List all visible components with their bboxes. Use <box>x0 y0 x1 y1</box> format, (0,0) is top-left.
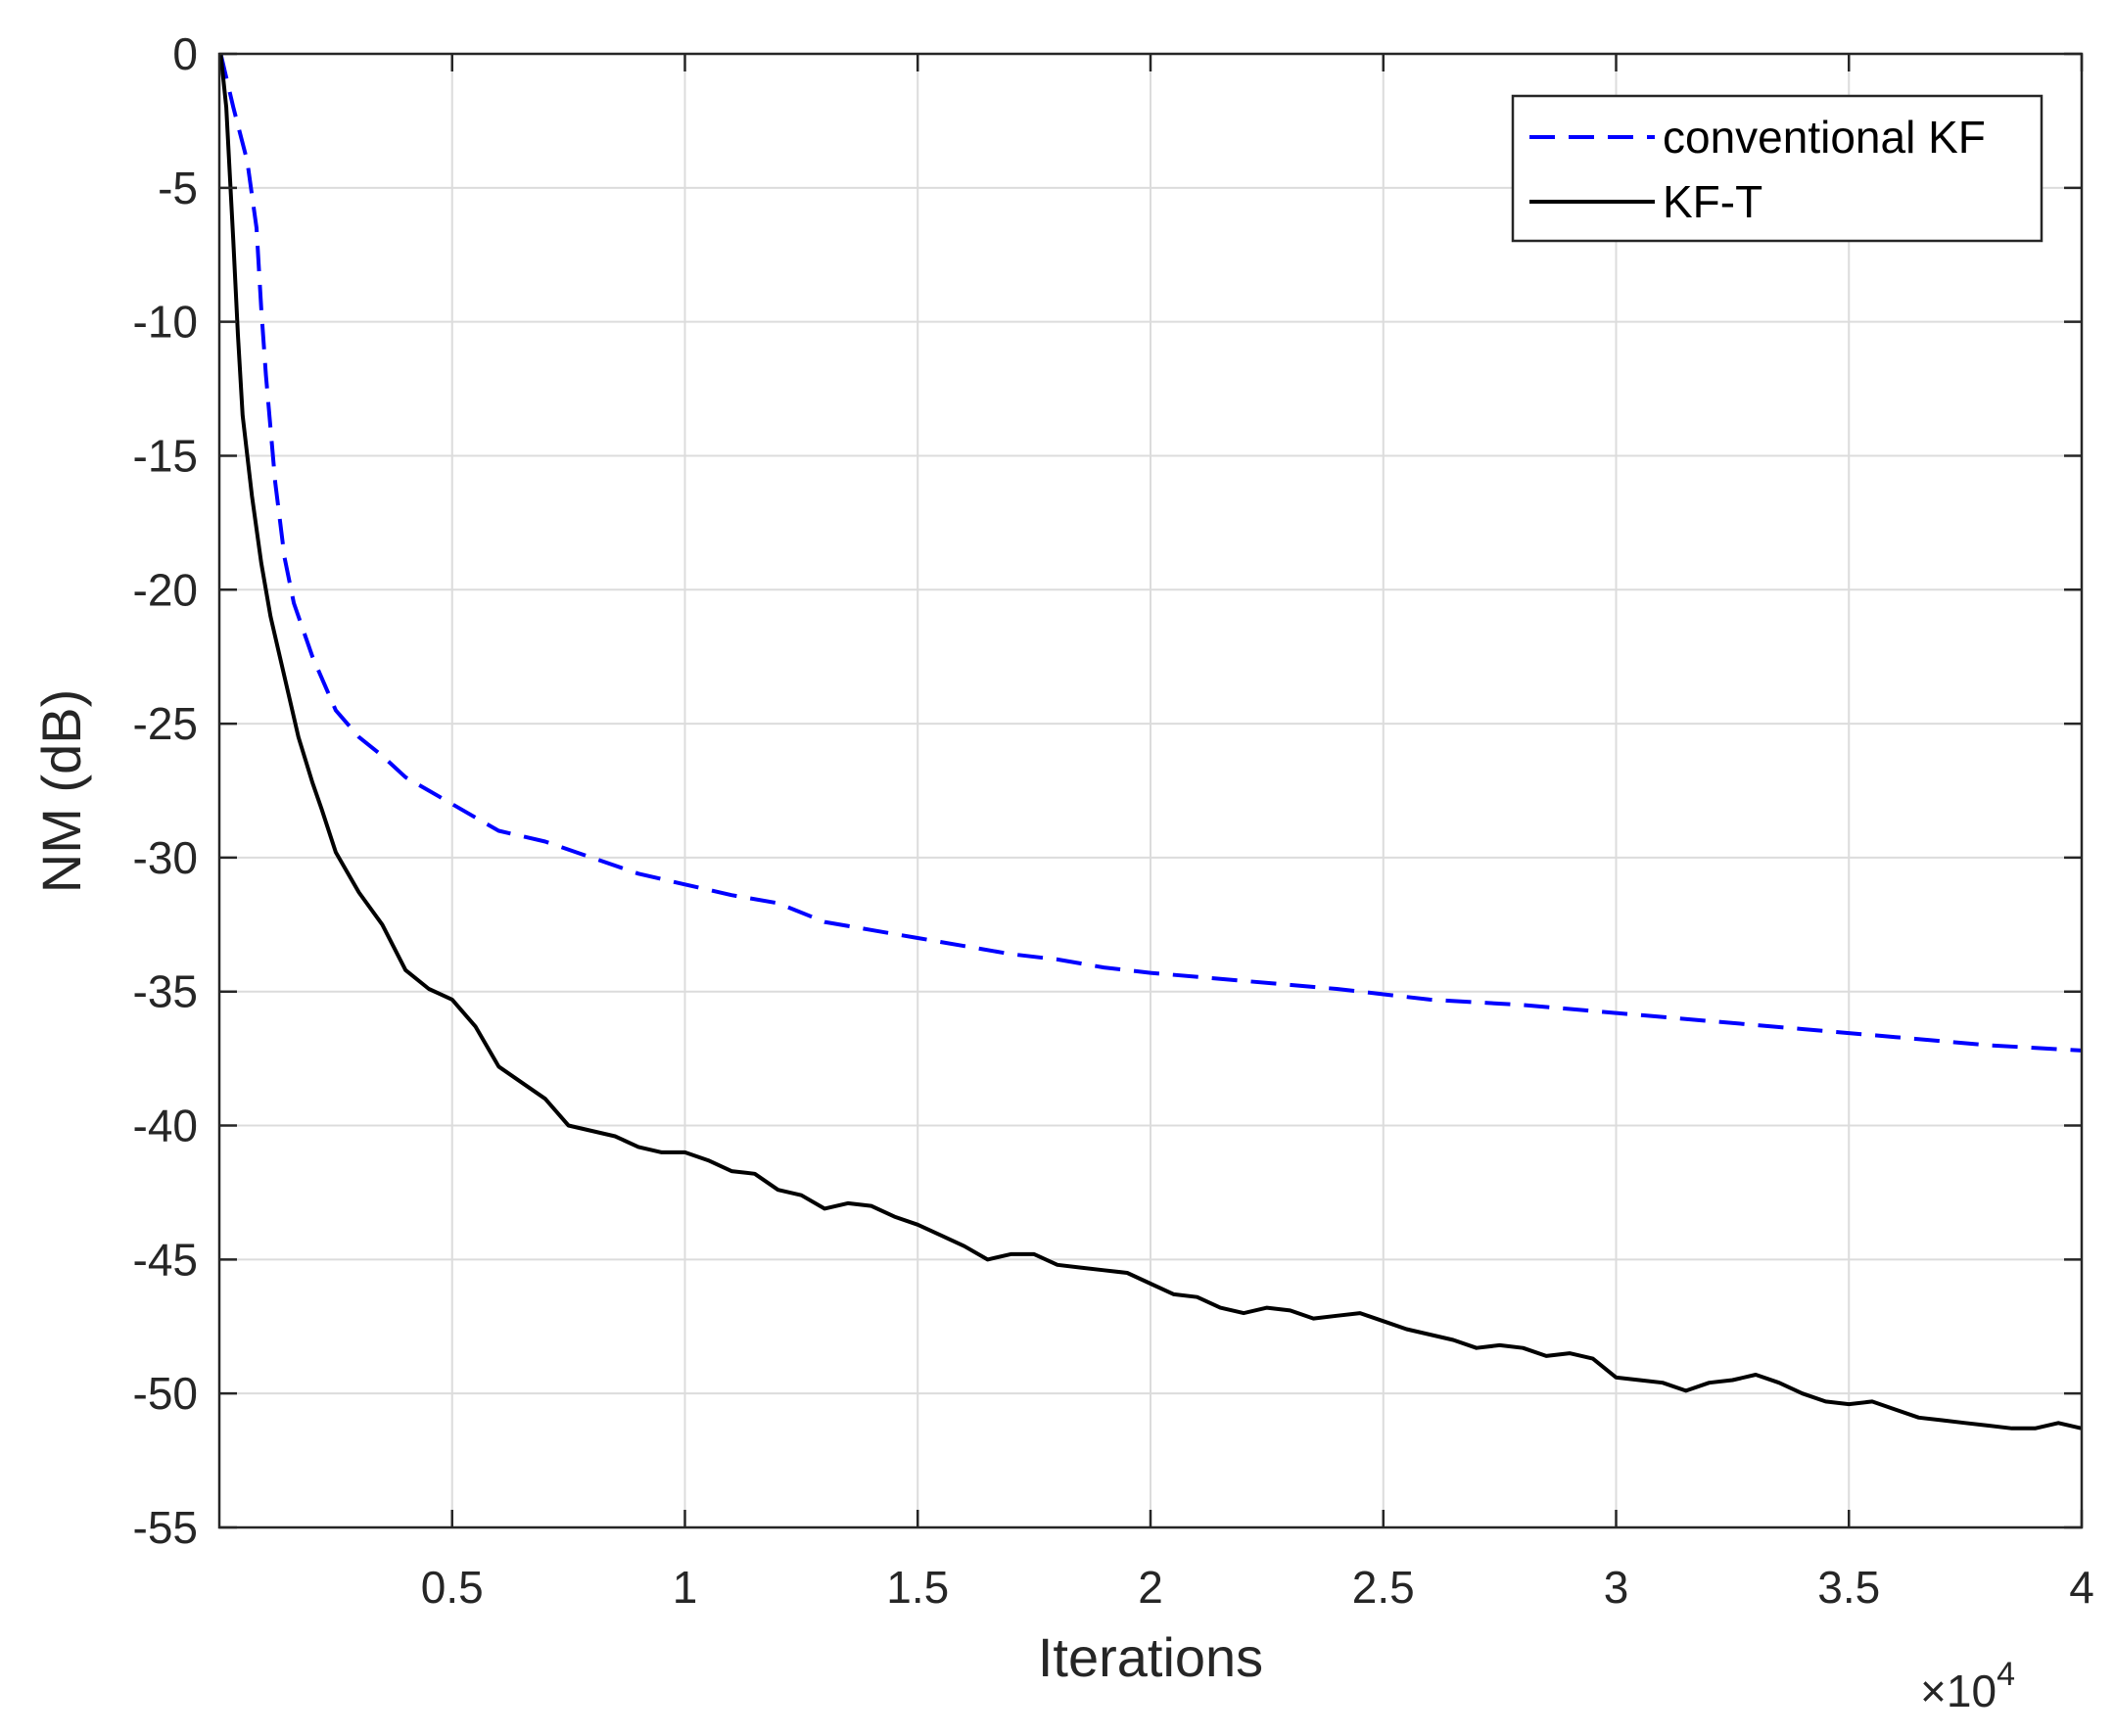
legend-label-kf-t: KF-T <box>1663 176 1762 227</box>
x-axis-multiplier: ×104 <box>1920 1656 2015 1716</box>
y-tick-label: -45 <box>133 1234 198 1285</box>
y-tick-label: -5 <box>158 163 198 213</box>
x-tick-label: 2.5 <box>1352 1562 1415 1613</box>
x-tick-label: 1 <box>673 1562 698 1613</box>
y-tick-label: -40 <box>133 1101 198 1151</box>
y-tick-label: -10 <box>133 297 198 348</box>
x-axis-label: Iterations <box>1038 1626 1263 1688</box>
x-tick-label: 0.5 <box>421 1562 484 1613</box>
x-tick-label: 4 <box>2069 1562 2094 1613</box>
y-tick-labels: 0 -5 -10 -15 -20 -25 -30 -35 -40 -45 -50 -55 <box>133 28 198 1553</box>
y-tick-label: -50 <box>133 1368 198 1419</box>
legend-label-conventional-kf: conventional KF <box>1663 112 1986 163</box>
legend: conventional KF KF-T <box>1511 94 2044 243</box>
x-tick-label: 3 <box>1604 1562 1629 1613</box>
x-tick-label: 2 <box>1138 1562 1163 1613</box>
x-axis-multiplier-power: 4 <box>1997 1656 2015 1693</box>
x-tick-label: 3.5 <box>1817 1562 1880 1613</box>
series-line-conventional-kf <box>218 53 2083 1053</box>
y-tick-label: -15 <box>133 430 198 481</box>
y-axis-label: NM (dB) <box>30 689 92 893</box>
legend-box <box>1511 94 2044 243</box>
axis-ticks <box>219 52 2084 1529</box>
x-axis-multiplier-base: ×10 <box>1920 1666 1997 1716</box>
plot-series <box>218 53 2083 1431</box>
x-tick-label: 1.5 <box>886 1562 949 1613</box>
series-line-kf-t <box>218 53 2083 1431</box>
y-tick-label: 0 <box>172 28 198 79</box>
y-tick-label: -30 <box>133 832 198 883</box>
y-tick-label: -20 <box>133 564 198 615</box>
y-tick-label: -55 <box>133 1502 198 1553</box>
y-tick-label: -25 <box>133 698 198 749</box>
y-tick-label: -35 <box>133 966 198 1017</box>
grid-lines <box>219 54 2082 1527</box>
x-tick-labels: 0.5 1 1.5 2 2.5 3 3.5 4 <box>421 1562 2094 1613</box>
